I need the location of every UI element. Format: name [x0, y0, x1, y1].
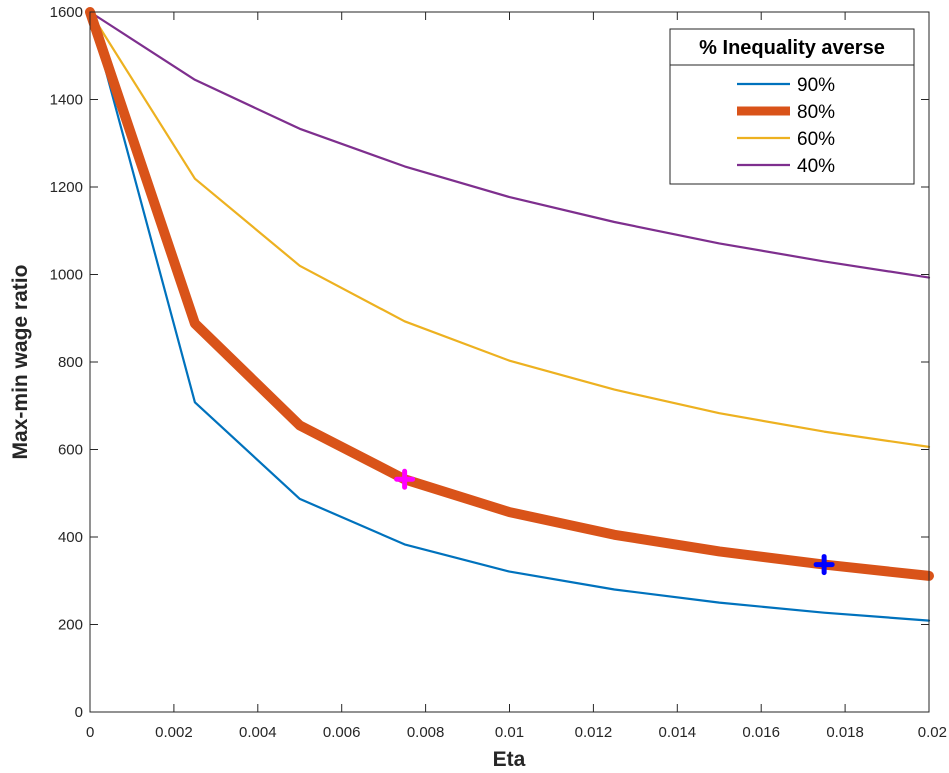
series-line-80pct: [85, 7, 934, 581]
x-tick-label: 0.014: [659, 724, 697, 741]
x-tick-label: 0.01: [495, 724, 524, 741]
y-tick-label: 1000: [50, 267, 83, 284]
x-tick-label: 0.018: [826, 724, 864, 741]
legend-label: 90%: [797, 75, 835, 96]
plus-marker-2: [813, 554, 835, 576]
legend-box: [669, 28, 915, 185]
series-line-60pct: [88, 10, 931, 448]
y-tick-label: 1600: [50, 4, 83, 21]
x-axis: 0 0.002 0.004 0.006 0.008 0.01 0.012 0.014 0.016…: [86, 12, 947, 741]
y-tick-label: 1400: [50, 92, 83, 109]
legend: % Inequality averse 90% 80% 60% 40%: [669, 28, 915, 185]
marker-layer: [394, 468, 835, 576]
legend-label: 40%: [797, 156, 835, 177]
series-layer: [85, 7, 934, 622]
legend-label: 60%: [797, 129, 835, 150]
y-tick-label: 400: [58, 529, 83, 546]
x-tick-label: 0.02: [918, 724, 947, 741]
x-tick-label: 0.002: [155, 724, 193, 741]
y-tick-label: 200: [58, 617, 83, 634]
y-tick-label: 0: [75, 704, 83, 721]
legend-label: 80%: [797, 102, 835, 123]
y-tick-label: 1200: [50, 179, 83, 196]
x-tick-label: 0: [86, 724, 94, 741]
series-line-40pct: [88, 10, 931, 279]
x-tick-label: 0.004: [239, 724, 277, 741]
x-tick-label: 0.006: [323, 724, 361, 741]
y-tick-label: 800: [58, 354, 83, 371]
x-tick-label: 0.008: [407, 724, 445, 741]
legend-items: 90% 80% 60% 40%: [737, 75, 835, 177]
x-tick-label: 0.016: [742, 724, 780, 741]
y-axis-title: Max-min wage ratio: [9, 265, 32, 460]
series-line-90pct: [88, 10, 931, 622]
x-tick-label: 0.012: [575, 724, 613, 741]
x-axis-title: Eta: [493, 748, 526, 771]
plus-marker-1: [394, 468, 416, 490]
y-tick-label: 600: [58, 442, 83, 459]
y-axis: 0 200 400 600 800 1000 1200 1400 1600: [50, 4, 929, 721]
legend-title: % Inequality averse: [699, 37, 885, 59]
